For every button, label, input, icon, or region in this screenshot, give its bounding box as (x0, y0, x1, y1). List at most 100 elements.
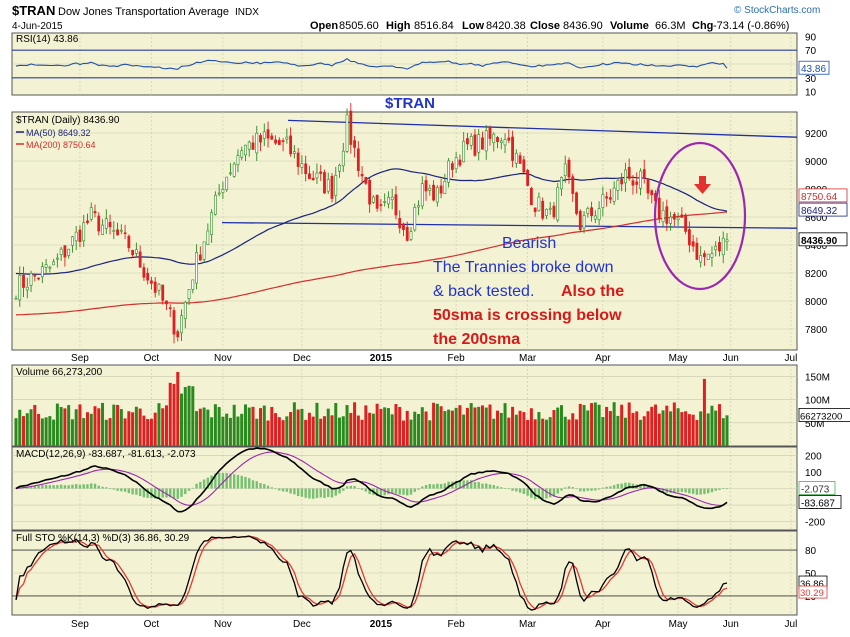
bottom-x-tick: May (669, 619, 688, 630)
volume-bar (605, 406, 609, 446)
volume-bar (424, 411, 428, 446)
volume-bar (82, 418, 86, 446)
volume-bar (319, 418, 323, 446)
rsi-axis-tick: 90 (805, 32, 817, 43)
price-candle-body (563, 163, 567, 176)
price-candle-body (405, 226, 409, 241)
macd-histogram-bar (338, 488, 341, 494)
macd-histogram-bar (105, 487, 108, 489)
volume-bar (417, 414, 421, 446)
volume-bar (386, 408, 390, 446)
price-value-tag (798, 188, 848, 203)
macd-histogram-bar (428, 484, 432, 489)
macd-histogram-bar (586, 488, 590, 491)
volume-bar (390, 414, 394, 446)
price-candle-body (514, 152, 518, 164)
macd-histogram-bar (439, 484, 443, 489)
macd-histogram-bar (522, 488, 526, 494)
volume-bar (180, 393, 184, 446)
annotation-line-3a: & back tested. (433, 283, 534, 300)
volume-bar (477, 406, 481, 446)
volume-bar (131, 412, 135, 446)
price-candle-body (492, 133, 496, 144)
macd-histogram-bar (161, 488, 164, 498)
volume-bar (341, 416, 345, 446)
macd-histogram-bar (63, 485, 67, 489)
price-candle-body (511, 136, 514, 161)
volume-bar (458, 405, 462, 446)
price-candle-body (721, 237, 725, 256)
macd-histogram-bar (548, 488, 552, 498)
volume-bar (432, 402, 436, 446)
price-candle-body (529, 187, 533, 206)
sto-d-line (15, 535, 728, 610)
volume-bar (447, 409, 451, 446)
ohlc-close-value: 8436.90 (563, 20, 603, 32)
volume-bar (488, 404, 492, 446)
macd-histogram-bar (526, 488, 529, 496)
volume-bar (149, 418, 153, 446)
price-axis-tick: 8200 (805, 269, 828, 280)
macd-histogram-bar (680, 488, 684, 492)
macd-histogram-bar (537, 488, 541, 499)
price-candle-body (349, 110, 353, 145)
macd-histogram-bar (244, 476, 247, 489)
volume-bar (198, 408, 202, 446)
macd-histogram-bar (281, 488, 285, 492)
tran-title-annotation: $TRAN (385, 95, 435, 112)
macd-histogram-bar (199, 481, 202, 489)
volume-bar (217, 407, 221, 446)
macd-histogram-bar (703, 488, 706, 495)
macd-histogram-bar (315, 488, 319, 499)
volume-bar (172, 383, 176, 446)
volume-axis-tick: 100M (805, 396, 830, 407)
volume-bar (74, 409, 78, 446)
price-candle-body (40, 266, 44, 278)
volume-bar (687, 414, 691, 446)
price-candle-body (390, 196, 394, 200)
price-axis-tick: 8400 (805, 241, 828, 252)
price-candle-body (326, 179, 330, 192)
volume-bar (206, 409, 210, 446)
macd-histogram-bar (684, 488, 687, 493)
macd-histogram-bar (342, 488, 345, 491)
volume-bar (593, 402, 597, 446)
price-candle-body (330, 175, 334, 199)
ma200-legend: MA(200) 8750.64 (26, 140, 96, 150)
price-candle-body (210, 212, 214, 235)
price-candle-body (112, 230, 116, 232)
price-candle-body (379, 204, 383, 206)
macd-histogram-bar (409, 488, 413, 495)
volume-bar (55, 403, 59, 446)
sto-d-tag-text: 30.29 (800, 588, 824, 599)
macd-histogram-bar (334, 488, 337, 496)
volume-bar (22, 416, 26, 446)
volume-bar (228, 417, 232, 446)
macd-histogram-bar (308, 488, 311, 499)
price-candle-body (672, 214, 676, 220)
price-candle-body (481, 137, 484, 150)
volume-bar (40, 418, 44, 446)
bottom-x-tick: Nov (214, 619, 232, 630)
macd-histogram-bar (387, 488, 390, 495)
price-candle-body (477, 134, 481, 153)
price-candle-body (150, 280, 153, 284)
volume-bar (499, 412, 503, 446)
volume-axis-tick: 50M (805, 419, 824, 430)
macd-histogram-bar (436, 483, 439, 489)
macd-histogram-bar (345, 486, 349, 489)
volume-bar (210, 417, 214, 446)
price-candle-body (187, 289, 191, 299)
macd-histogram-bar (138, 488, 142, 497)
macd-signal-line (15, 451, 728, 506)
volume-bar (232, 404, 236, 446)
price-legend-symbol: $TRAN (Daily) 8436.90 (16, 115, 120, 126)
price-candle-body (82, 222, 86, 242)
price-candle-body (703, 253, 706, 258)
price-candle-body (202, 241, 206, 260)
volume-bar (251, 406, 255, 446)
volume-bar (195, 411, 199, 446)
macd-histogram-bar (379, 488, 383, 496)
annotation-bearish: Bearish (502, 235, 556, 252)
volume-bar (567, 419, 571, 446)
